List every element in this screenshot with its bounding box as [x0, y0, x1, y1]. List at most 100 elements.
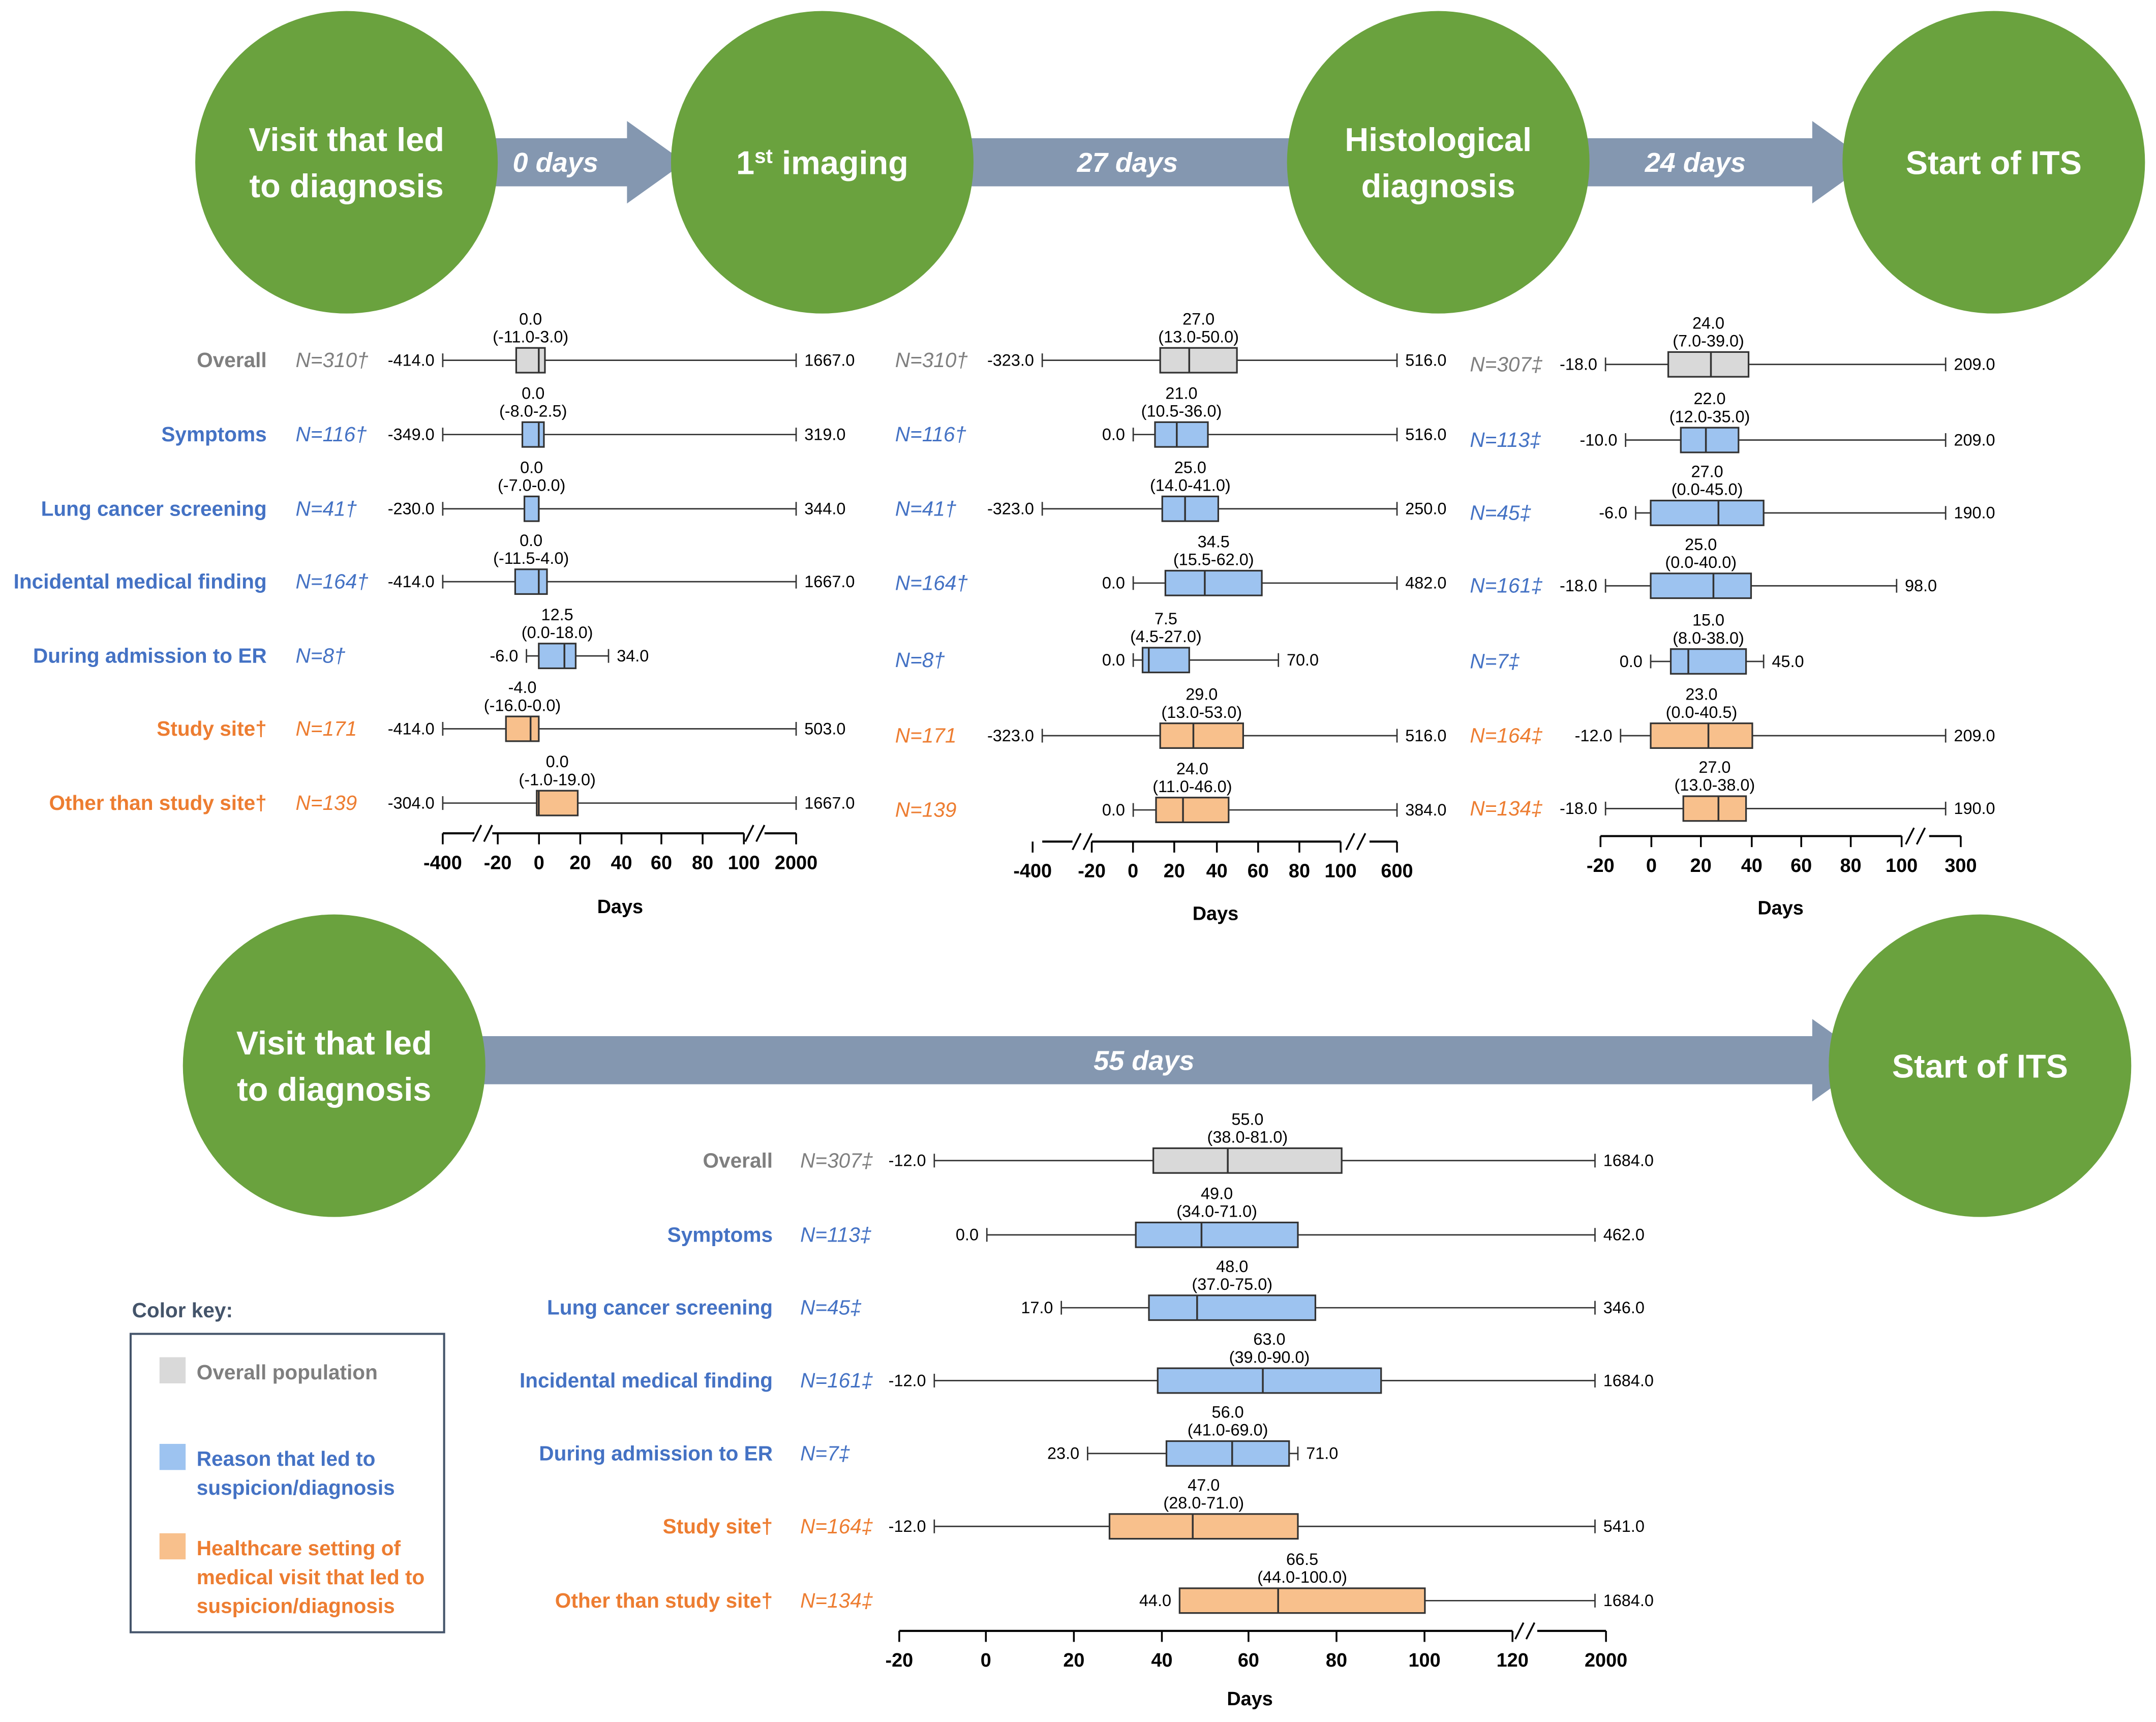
box-row-5: N=8† 7.5(4.5-27.0) 0.0 70.0 [895, 610, 1319, 674]
tick-label: 80 [1326, 1650, 1347, 1671]
box-row-5: During admission to ER N=7‡ 56.0(41.0-69.0… [539, 1403, 1338, 1467]
row-label: Lung cancer screening [547, 1296, 773, 1319]
arrow-27-days [957, 121, 1356, 204]
row-label: Incidental medical finding [14, 570, 267, 593]
n-label: N=116† [296, 422, 368, 446]
box-row-6: N=171 29.0(13.0-53.0) -323.0 516.0 [895, 685, 1446, 749]
median-value: 0.0 [520, 458, 543, 476]
n-label: N=116† [895, 422, 967, 446]
x-axis: -20 0 20 40 60 80 100 300 Days [1587, 827, 1977, 919]
tick-label: -20 [1587, 855, 1615, 877]
box-row-1: Overall N=310† 0.0(-11.0-3.0) -414.0 1667.0 [197, 310, 855, 374]
min-value: -12.0 [1575, 727, 1613, 745]
box-row-2: N=113‡ 22.0(12.0-35.0) -10.0 209.0 [1470, 389, 1995, 454]
box-row-3: Lung cancer screening N=41† 0.0(-7.0-0.0) -… [41, 458, 845, 522]
color-key-label: Healthcare setting of [197, 1536, 401, 1560]
n-label: N=171 [895, 724, 957, 747]
row-label: Symptoms [667, 1223, 773, 1246]
min-value: -12.0 [889, 1152, 926, 1170]
iqr-box [1178, 1587, 1426, 1614]
box-row-3: N=45‡ 27.0(0.0-45.0) -6.0 190.0 [1470, 463, 1995, 526]
iqr-box [1141, 647, 1190, 674]
iqr-box [1155, 797, 1230, 824]
tick-label: 0 [1128, 861, 1138, 882]
iqr-box [521, 421, 545, 448]
min-value: -414.0 [388, 351, 435, 369]
max-value: 319.0 [804, 426, 845, 444]
max-value: 1684.0 [1603, 1591, 1654, 1610]
box-row-7: Other than study site† N=134‡ 66.5(44.0-10… [555, 1550, 1654, 1614]
row-label: Other than study site† [49, 791, 266, 814]
max-value: 462.0 [1603, 1226, 1645, 1244]
iqr-value: (-8.0-2.5) [499, 402, 567, 420]
color-swatch-setting [159, 1533, 186, 1560]
circle-start-its-top [1842, 11, 2145, 314]
iqr-box [1682, 795, 1747, 822]
min-value: -12.0 [889, 1517, 926, 1535]
iqr-box [1165, 1440, 1290, 1467]
iqr-value: (8.0-38.0) [1673, 629, 1744, 647]
max-value: 482.0 [1405, 574, 1446, 592]
box-row-3: N=41† 25.0(14.0-41.0) -323.0 250.0 [895, 458, 1446, 522]
iqr-box [538, 643, 577, 670]
median-value: 25.0 [1685, 535, 1717, 554]
color-key-label: Reason that led to [197, 1447, 376, 1470]
iqr-value: (0.0-18.0) [522, 623, 593, 642]
tick-label: 40 [1206, 861, 1228, 882]
row-label: Lung cancer screening [41, 497, 267, 520]
n-label: N=7‡ [1470, 649, 1520, 673]
min-value: -6.0 [490, 647, 518, 665]
n-label: N=171 [296, 717, 357, 740]
median-value: 27.0 [1182, 310, 1214, 328]
iqr-box [1152, 1147, 1343, 1174]
circle-start-its-bottom [1829, 914, 2132, 1217]
color-key-label: medical visit that led to [197, 1565, 425, 1589]
box-row-4: N=161‡ 25.0(0.0-40.0) -18.0 98.0 [1470, 535, 1937, 599]
tick-label: 60 [1248, 861, 1269, 882]
circle-visit-bottom-text: Visit that led [236, 1024, 432, 1062]
arrow-24-days-label: 24 days [1645, 147, 1746, 178]
row-label: Study site† [663, 1515, 773, 1538]
min-value: 0.0 [1102, 574, 1125, 592]
tick-label: -20 [484, 852, 512, 873]
box-row-4: N=164† 34.5(15.5-62.0) 0.0 482.0 [895, 532, 1446, 596]
color-key-label: suspicion/diagnosis [197, 1476, 395, 1499]
circle-visit-text: to diagnosis [249, 167, 443, 204]
median-value: 0.0 [522, 384, 544, 402]
iqr-box [1669, 648, 1747, 675]
axis-break [755, 825, 766, 842]
min-value: 0.0 [1102, 801, 1125, 819]
x-axis: -20 0 20 40 60 80 100 120 2000 Days [886, 1622, 1627, 1710]
tick-label: 100 [1886, 855, 1918, 877]
tick-label: 0 [1646, 855, 1657, 877]
min-value: -323.0 [987, 727, 1034, 745]
median-value: 29.0 [1186, 685, 1218, 704]
iqr-box [1154, 421, 1209, 448]
color-key-title: Color key: [132, 1298, 233, 1322]
iqr-box [1135, 1221, 1299, 1248]
axis-break [1072, 833, 1082, 851]
tick-label: 20 [569, 852, 591, 873]
row-label: During admission to ER [539, 1441, 773, 1465]
iqr-value: (41.0-69.0) [1188, 1421, 1268, 1439]
row-label: During admission to ER [33, 644, 267, 668]
iqr-box [523, 495, 540, 522]
circle-first-imaging-text: 1st imaging [736, 144, 908, 182]
median-value: 24.0 [1176, 760, 1208, 778]
max-value: 1667.0 [804, 794, 855, 812]
row-label: Overall [197, 348, 267, 372]
iqr-value: (15.5-62.0) [1173, 551, 1254, 569]
axis-break [1525, 1622, 1536, 1640]
axis-break [1905, 827, 1915, 845]
arrow-0-days [484, 121, 685, 204]
tick-label: 60 [651, 852, 672, 873]
iqr-value: (4.5-27.0) [1130, 627, 1202, 646]
median-value: 0.0 [546, 752, 569, 771]
min-value: -18.0 [1560, 799, 1597, 818]
max-value: 209.0 [1954, 431, 1995, 449]
median-value: 48.0 [1216, 1257, 1248, 1276]
iqr-value: (-1.0-19.0) [519, 770, 595, 789]
iqr-value: (39.0-90.0) [1229, 1348, 1310, 1366]
iqr-box [1159, 722, 1244, 749]
